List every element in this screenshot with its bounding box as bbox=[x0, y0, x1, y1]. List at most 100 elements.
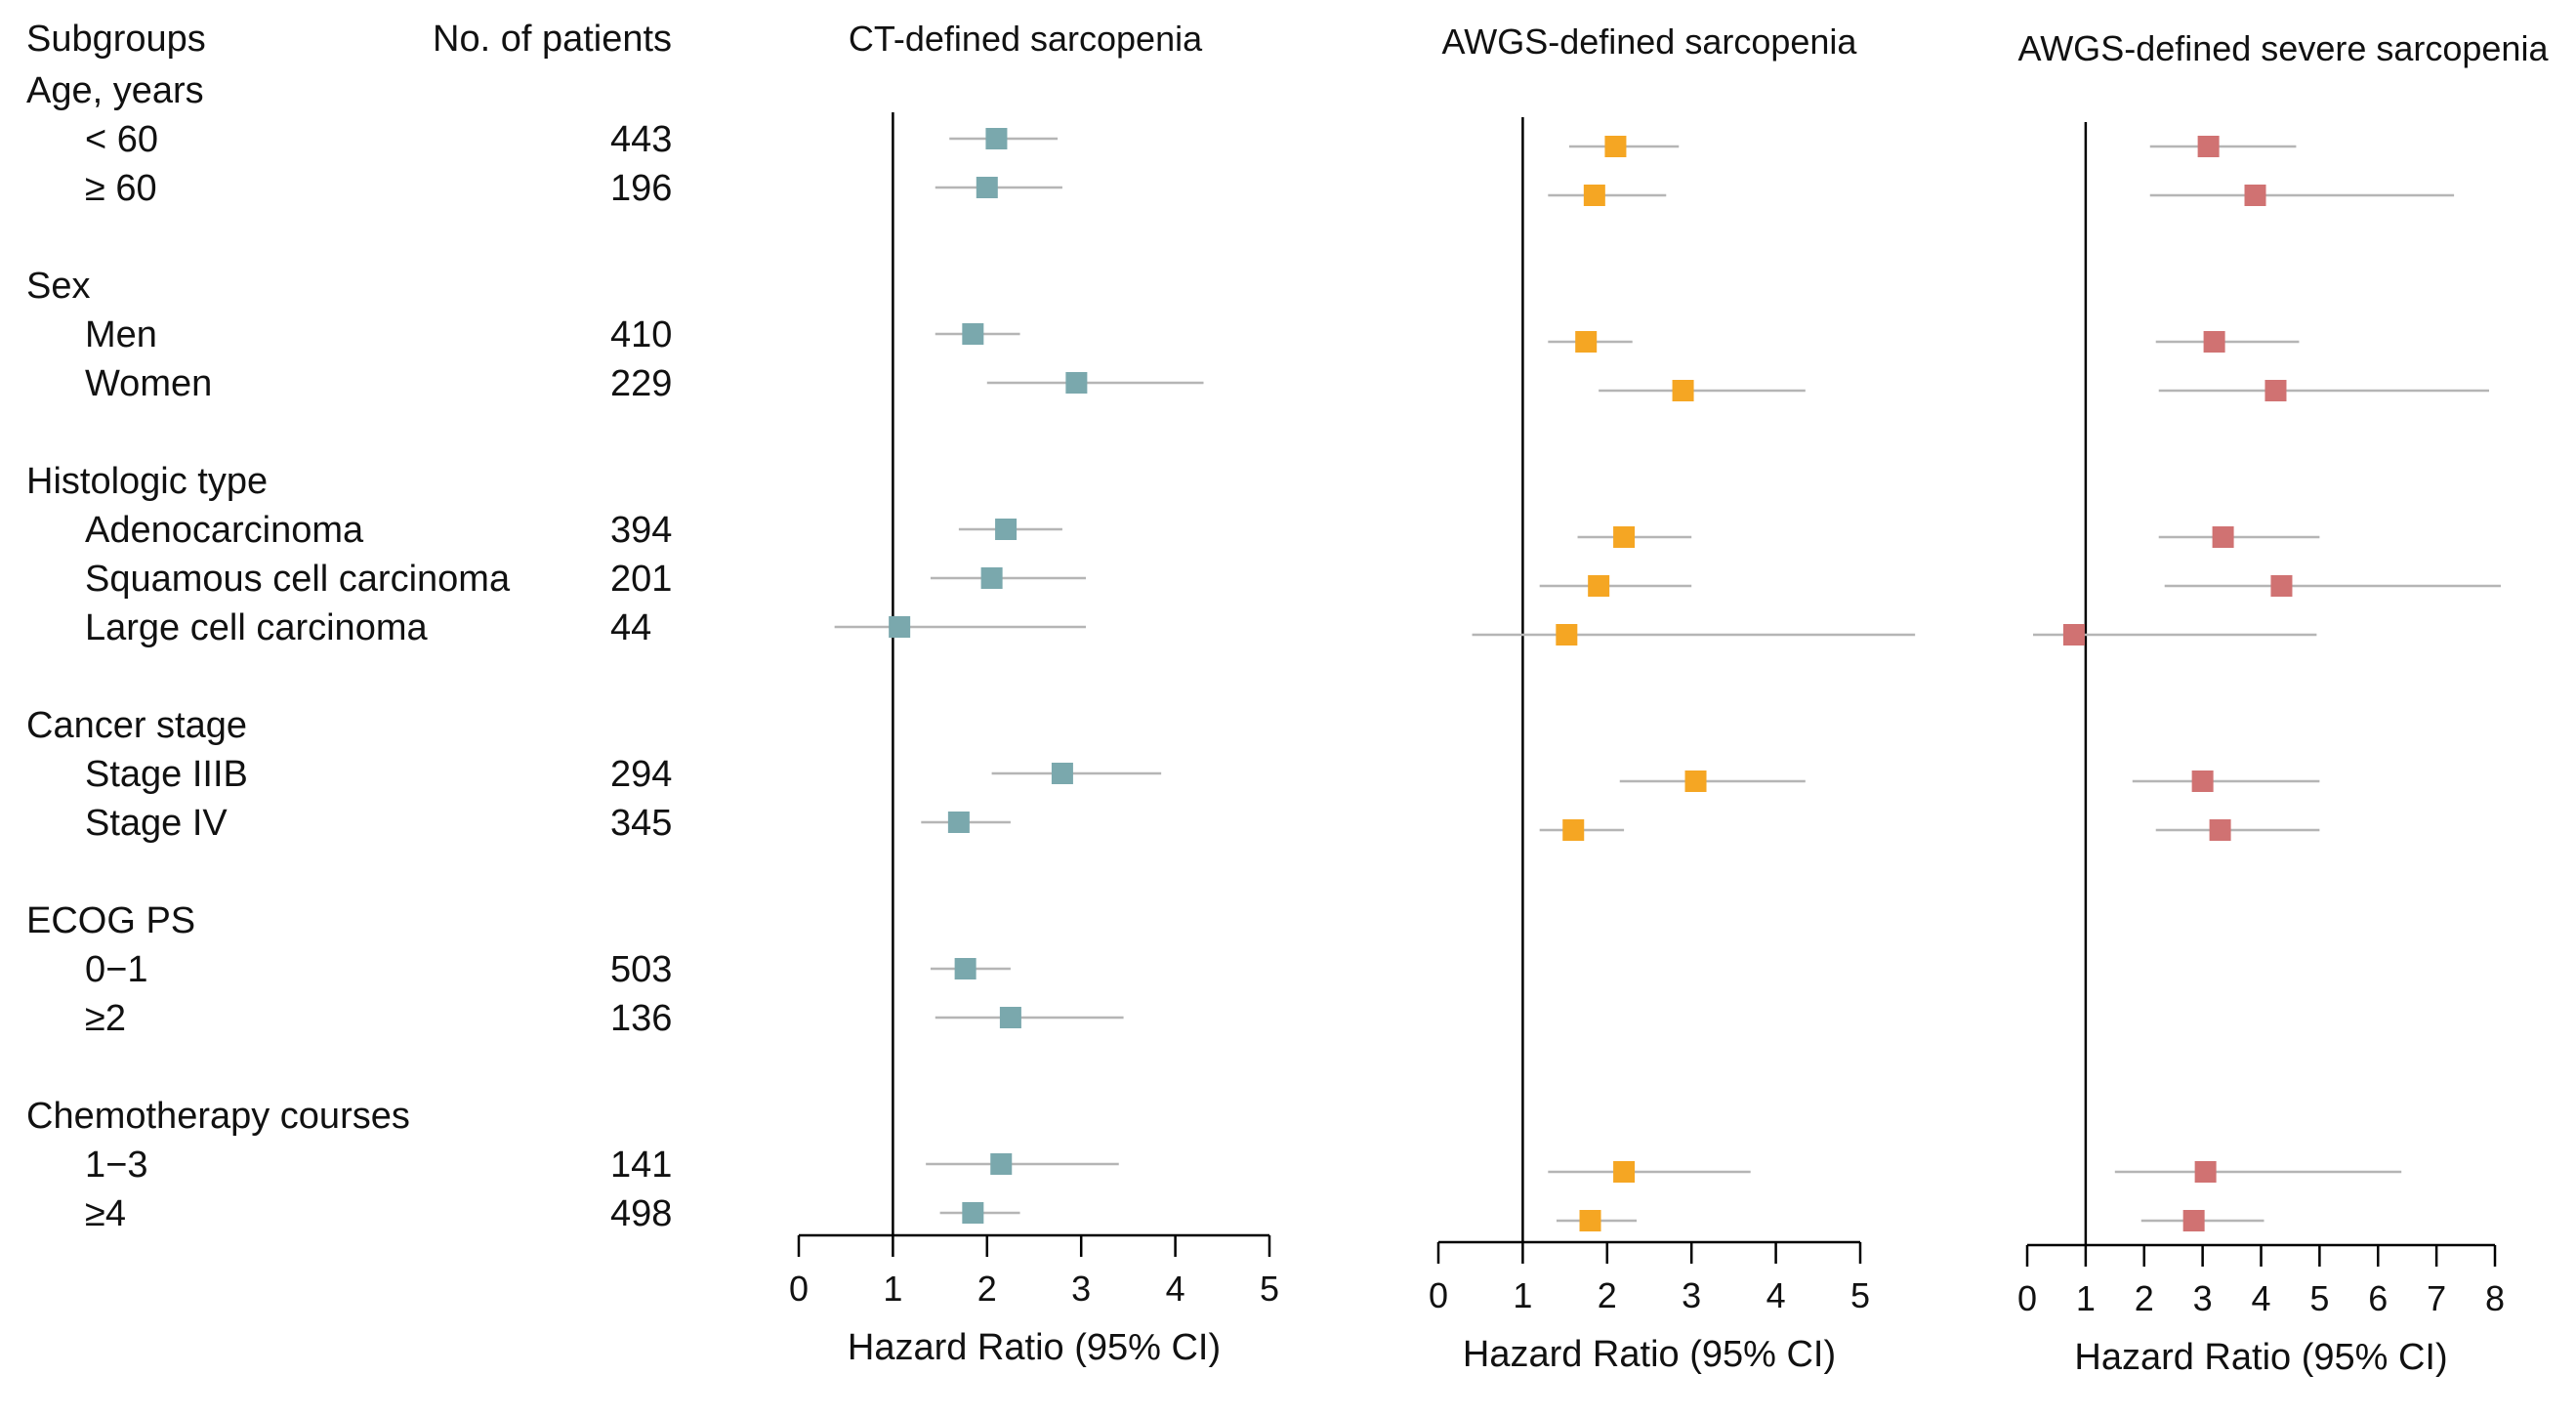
x-tick-label: 7 bbox=[2427, 1278, 2446, 1318]
x-tick-label: 4 bbox=[1166, 1269, 1185, 1309]
group-label-cancer-stage: Cancer stage bbox=[26, 705, 247, 746]
x-tick-label: 1 bbox=[2076, 1278, 2096, 1318]
panel-title: AWGS-defined severe sarcopenia bbox=[2018, 28, 2550, 68]
panel-title: AWGS-defined sarcopenia bbox=[1442, 21, 1858, 62]
panel-title: CT-defined sarcopenia bbox=[849, 19, 1203, 59]
hr-marker bbox=[1065, 372, 1088, 394]
hr-marker bbox=[1583, 185, 1605, 206]
x-tick-label: 2 bbox=[1598, 1275, 1617, 1315]
hr-marker bbox=[2062, 624, 2085, 646]
subgroup-label-large-cell-carcinoma: Large cell carcinoma bbox=[85, 607, 428, 648]
hr-marker bbox=[889, 616, 911, 638]
subgroup-label-men: Men bbox=[85, 314, 157, 355]
panel-ct-defined-sarcopenia: CT-defined sarcopenia 0 1 2 3 4 5 Hazard Ratio … bbox=[789, 19, 1279, 1368]
hr-marker bbox=[962, 323, 984, 345]
x-axis-label: Hazard Ratio (95% CI) bbox=[1463, 1334, 1836, 1375]
hr-marker bbox=[1672, 380, 1694, 401]
subgroup-label-2: ≥2 bbox=[85, 998, 126, 1039]
hr-marker bbox=[1562, 819, 1585, 841]
patient-count: 410 bbox=[610, 314, 672, 355]
patient-count: 44 bbox=[610, 607, 651, 648]
hr-marker bbox=[2212, 526, 2234, 548]
patient-count: 443 bbox=[610, 119, 672, 160]
hr-marker bbox=[1556, 624, 1578, 646]
hr-marker bbox=[1604, 136, 1627, 157]
patient-count: 136 bbox=[610, 998, 672, 1039]
subgroup-label-4: ≥4 bbox=[85, 1193, 126, 1234]
hr-marker bbox=[995, 519, 1018, 540]
group-label-age-years: Age, years bbox=[26, 70, 204, 111]
panel-awgs-defined-severe-sarcopenia: AWGS-defined severe sarcopenia 0 1 2 3 4 5 6 7 8H… bbox=[2017, 28, 2549, 1378]
x-tick-label: 6 bbox=[2368, 1278, 2388, 1318]
x-tick-label: 3 bbox=[1071, 1269, 1091, 1309]
hr-marker bbox=[980, 567, 1003, 589]
hr-marker bbox=[1684, 770, 1707, 792]
x-tick-label: 4 bbox=[1766, 1275, 1786, 1315]
hr-marker bbox=[1588, 575, 1610, 597]
x-tick-label: 0 bbox=[789, 1269, 809, 1309]
subgroup-label-1-3: 1−3 bbox=[85, 1145, 147, 1186]
patient-count: 394 bbox=[610, 510, 672, 551]
group-label-sex: Sex bbox=[26, 266, 90, 307]
x-tick-label: 0 bbox=[1429, 1275, 1448, 1315]
group-label-ecog-ps: ECOG PS bbox=[26, 900, 195, 941]
hr-marker bbox=[999, 1007, 1021, 1028]
hr-marker bbox=[2203, 331, 2225, 353]
subgroup-label-adenocarcinoma: Adenocarcinoma bbox=[85, 510, 364, 551]
x-axis-label: Hazard Ratio (95% CI) bbox=[848, 1327, 1221, 1368]
panel-awgs-defined-sarcopenia: AWGS-defined sarcopenia 0 1 2 3 4 5 Hazard Rati… bbox=[1429, 21, 1916, 1375]
group-label-chemotherapy-courses: Chemotherapy courses bbox=[26, 1096, 410, 1137]
x-axis-label: Hazard Ratio (95% CI) bbox=[2074, 1337, 2447, 1378]
x-tick-label: 5 bbox=[1850, 1275, 1870, 1315]
x-tick-label: 4 bbox=[2251, 1278, 2270, 1318]
x-tick-label: 2 bbox=[2135, 1278, 2154, 1318]
x-tick-label: 2 bbox=[977, 1269, 997, 1309]
subgroup-label-women: Women bbox=[85, 363, 212, 404]
hr-marker bbox=[985, 128, 1008, 149]
hr-marker bbox=[1613, 526, 1636, 548]
subgroup-label-60: < 60 bbox=[85, 119, 158, 160]
hr-marker bbox=[1051, 763, 1073, 784]
hr-marker bbox=[976, 177, 998, 198]
hr-marker bbox=[1579, 1210, 1601, 1231]
hr-marker bbox=[2270, 575, 2293, 597]
subgroup-label-stage-iiib: Stage IIIB bbox=[85, 754, 248, 795]
hr-marker bbox=[2244, 185, 2266, 206]
group-label-histologic-type: Histologic type bbox=[26, 461, 268, 502]
patient-count: 229 bbox=[610, 363, 672, 404]
patient-count: 498 bbox=[610, 1193, 672, 1234]
patient-count: 345 bbox=[610, 803, 672, 844]
patient-count: 294 bbox=[610, 754, 672, 795]
hr-marker bbox=[954, 958, 976, 979]
patient-count: 141 bbox=[610, 1145, 672, 1186]
x-tick-label: 8 bbox=[2485, 1278, 2505, 1318]
subgroups-header: Subgroups bbox=[26, 19, 206, 60]
patient-count: 503 bbox=[610, 949, 672, 990]
x-tick-label: 5 bbox=[2309, 1278, 2329, 1318]
subgroup-label-60: ≥ 60 bbox=[85, 168, 157, 209]
patient-count: 196 bbox=[610, 168, 672, 209]
subgroup-label-stage-iv: Stage IV bbox=[85, 803, 228, 844]
hr-marker bbox=[2197, 136, 2220, 157]
hr-marker bbox=[947, 812, 970, 833]
hr-marker bbox=[2264, 380, 2287, 401]
patient-count: 201 bbox=[610, 559, 672, 600]
x-tick-label: 1 bbox=[883, 1269, 902, 1309]
x-tick-label: 3 bbox=[1682, 1275, 1701, 1315]
hr-marker bbox=[962, 1202, 984, 1224]
subgroup-label-0-1: 0−1 bbox=[85, 949, 147, 990]
hr-marker bbox=[990, 1153, 1013, 1175]
patients-header: No. of patients bbox=[433, 19, 672, 60]
hr-marker bbox=[2209, 819, 2231, 841]
hr-marker bbox=[2194, 1161, 2217, 1183]
hr-marker bbox=[1575, 331, 1598, 353]
x-tick-label: 5 bbox=[1260, 1269, 1279, 1309]
x-tick-label: 1 bbox=[1513, 1275, 1532, 1315]
subgroup-table: Age, years < 60 443 ≥ 60 196 Sex Men 410 Women 22… bbox=[26, 70, 672, 1234]
hr-marker bbox=[2191, 770, 2214, 792]
hr-marker bbox=[1613, 1161, 1636, 1183]
x-tick-label: 0 bbox=[2017, 1278, 2037, 1318]
hr-marker bbox=[2182, 1210, 2205, 1231]
x-tick-label: 3 bbox=[2193, 1278, 2213, 1318]
